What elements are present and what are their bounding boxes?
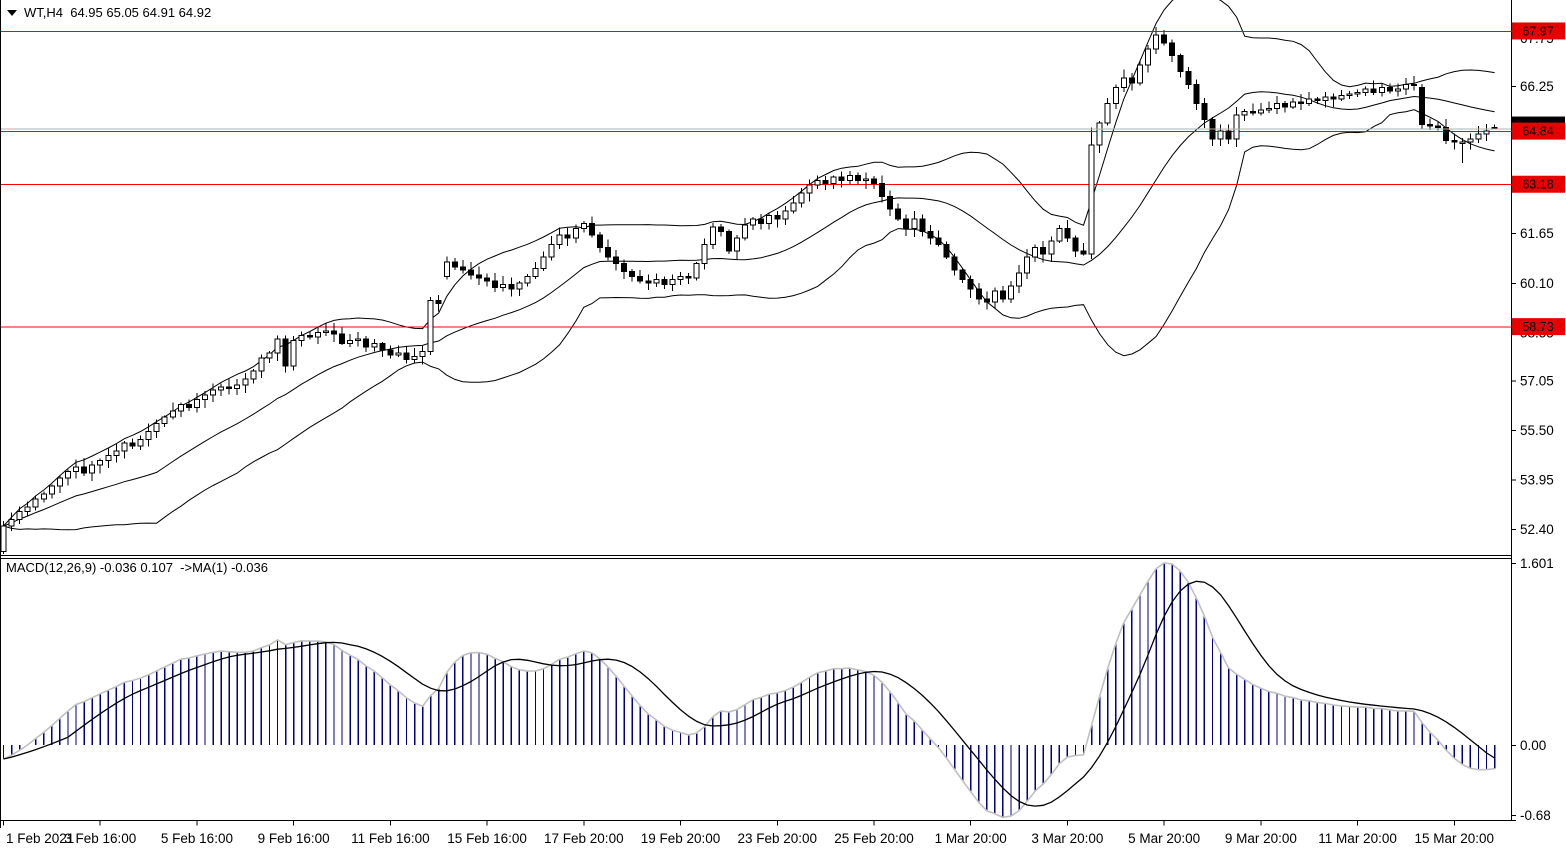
level-badge bbox=[1512, 122, 1565, 140]
price-axis[interactable]: 67.7566.2564.7563.2061.6560.1058.5557.05… bbox=[1511, 31, 1554, 537]
price-level-lines bbox=[0, 30, 1511, 328]
bollinger-bands bbox=[3, 0, 1495, 531]
time-tick-label: 19 Feb 20:00 bbox=[641, 831, 721, 846]
time-tick-label: 11 Mar 20:00 bbox=[1318, 831, 1397, 846]
time-tick-label: 5 Mar 20:00 bbox=[1128, 831, 1200, 846]
level-badge-label: 63.18 bbox=[1522, 178, 1553, 192]
price-tick-label: 55.50 bbox=[1520, 423, 1554, 438]
level-badge bbox=[1512, 318, 1565, 336]
macd-signal-line bbox=[3, 580, 1495, 807]
level-badge-label: 67.97 bbox=[1522, 24, 1553, 38]
price-tick-label: 57.05 bbox=[1520, 373, 1554, 388]
macd-tick-label: 1.601 bbox=[1520, 556, 1554, 571]
macd-ma-line bbox=[3, 562, 1495, 819]
price-tick-label: 52.40 bbox=[1520, 522, 1554, 537]
time-tick-label: 1 Mar 20:00 bbox=[935, 831, 1007, 846]
time-tick-label: 23 Feb 20:00 bbox=[737, 831, 817, 846]
time-tick-label: 9 Feb 16:00 bbox=[258, 831, 330, 846]
macd-indicator-label: MACD(12,26,9) -0.036 0.107 ->MA(1) -0.03… bbox=[6, 560, 268, 575]
time-tick-label: 17 Feb 20:00 bbox=[544, 831, 624, 846]
macd-histogram bbox=[2, 562, 1496, 818]
time-tick-label: 15 Feb 16:00 bbox=[447, 831, 527, 846]
time-tick-label: 3 Mar 20:00 bbox=[1031, 831, 1103, 846]
macd-panel bbox=[2, 562, 1496, 819]
price-tick-label: 66.25 bbox=[1520, 79, 1554, 94]
time-tick-label: 15 Mar 20:00 bbox=[1415, 831, 1495, 846]
level-badge bbox=[1512, 22, 1565, 40]
level-badge-label: 64.84 bbox=[1522, 125, 1553, 139]
chart-frame bbox=[0, 0, 1516, 828]
macd-tick-label: 0.00 bbox=[1520, 738, 1546, 753]
time-tick-label: 11 Feb 16:00 bbox=[351, 831, 430, 846]
price-tick-label: 60.10 bbox=[1520, 276, 1554, 291]
time-tick-label: 1 Feb 2021 bbox=[6, 831, 74, 846]
chart-title-text: WT,H4 64.95 65.05 64.91 64.92 bbox=[24, 5, 212, 20]
time-tick-label: 3 Feb 16:00 bbox=[64, 831, 136, 846]
level-badge-label: 58.73 bbox=[1522, 320, 1553, 334]
price-tick-label: 53.95 bbox=[1520, 473, 1554, 488]
time-tick-label: 5 Feb 16:00 bbox=[161, 831, 233, 846]
macd-tick-label: -0.68 bbox=[1520, 808, 1551, 823]
time-tick-label: 9 Mar 20:00 bbox=[1225, 831, 1297, 846]
price-tick-label: 61.65 bbox=[1520, 226, 1554, 241]
level-badge bbox=[1512, 175, 1565, 193]
time-tick-label: 25 Feb 20:00 bbox=[834, 831, 914, 846]
symbol-dropdown-arrow-icon[interactable] bbox=[7, 9, 17, 16]
macd-axis[interactable]: 1.601 0.00 -0.68 bbox=[1511, 556, 1554, 823]
chart-title: WT,H4 64.95 65.05 64.91 64.92 bbox=[7, 5, 211, 20]
